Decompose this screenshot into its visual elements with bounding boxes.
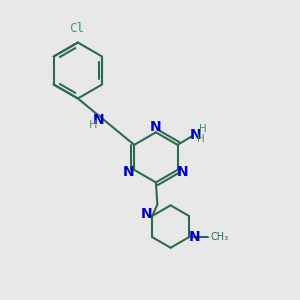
Text: N: N (189, 230, 201, 244)
Text: Cl: Cl (69, 22, 84, 35)
Text: H: H (199, 124, 206, 134)
Text: H: H (88, 120, 97, 130)
Text: CH₃: CH₃ (211, 232, 229, 242)
Text: N: N (189, 128, 201, 142)
Text: N: N (123, 165, 135, 179)
Text: N: N (140, 208, 152, 221)
Text: N: N (150, 120, 162, 134)
Text: H: H (197, 134, 205, 144)
Text: N: N (177, 165, 189, 179)
Text: N: N (93, 113, 104, 127)
